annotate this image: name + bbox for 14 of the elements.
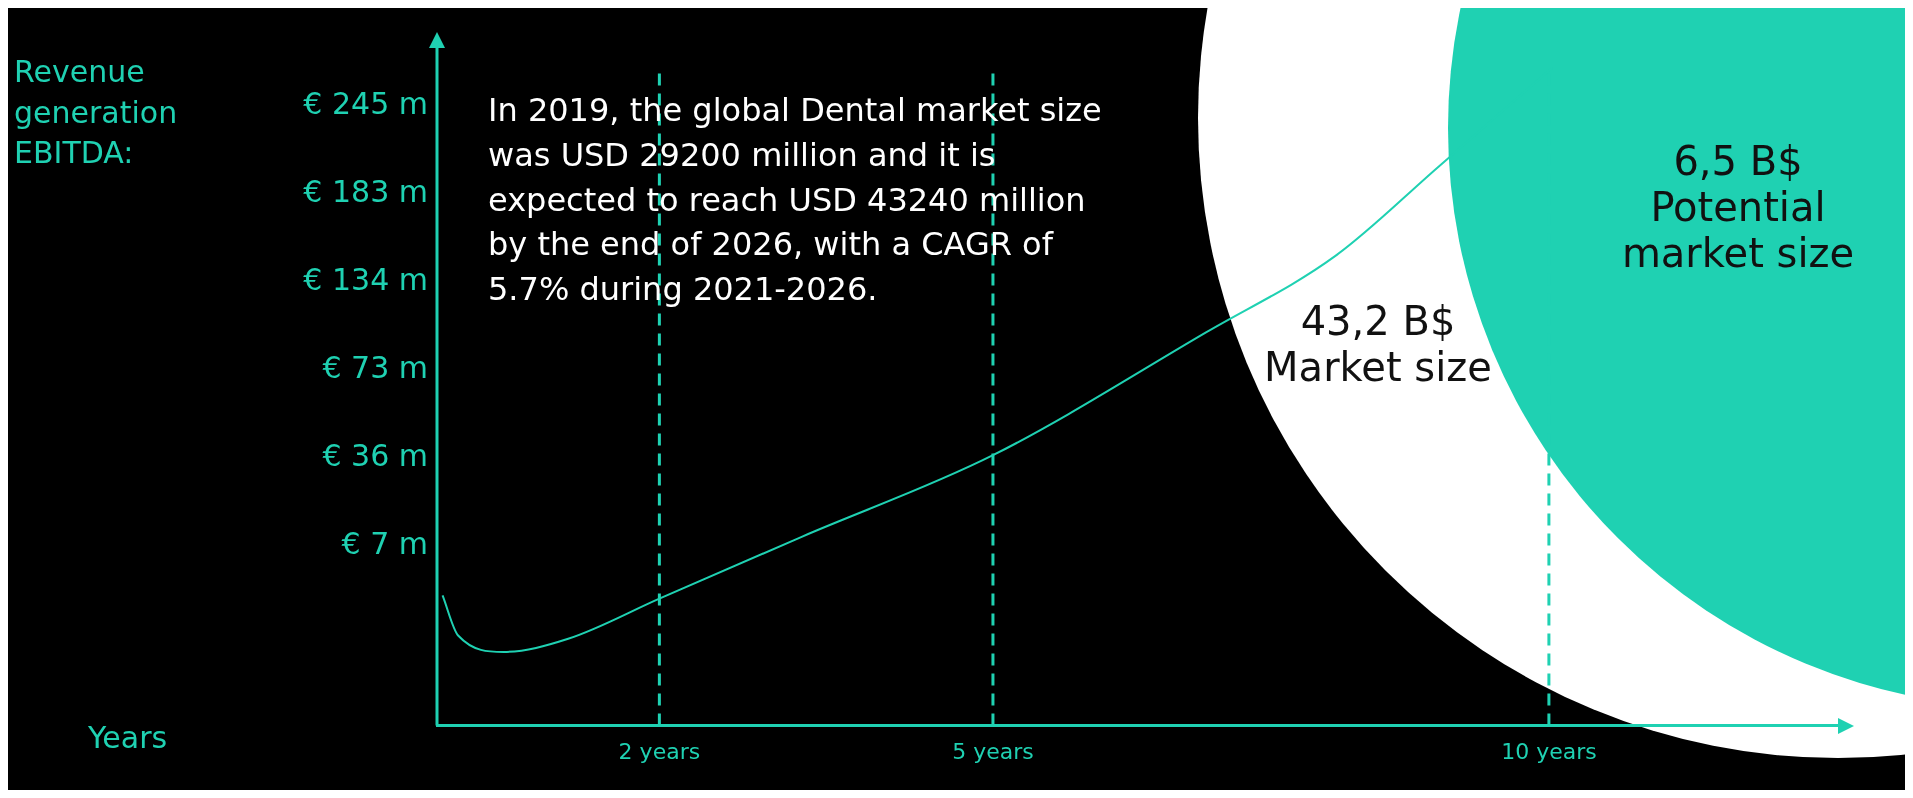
text: Revenue generation EBITDA: <box>14 53 179 172</box>
annotation: 6,5 B$ Potential market size <box>1620 138 1856 276</box>
x-tick-label: 2 years <box>618 738 701 764</box>
text: € 36 m <box>321 438 428 473</box>
text: Years <box>88 720 168 755</box>
text: € 73 m <box>321 350 428 385</box>
text: € 245 m <box>302 86 428 121</box>
text: € 7 m <box>340 526 428 561</box>
text: € 183 m <box>302 174 428 209</box>
x-tick-label: 5 years <box>952 738 1034 764</box>
annotation: 43,2 B$ Market size <box>1263 298 1493 390</box>
annotation: In 2019, the global Dental market size was USD 29200 million and it is expected to reach USD 43240 million by the end of 2026, with a CAGR of 5.7% during 2021-2026. <box>488 90 1103 311</box>
text: € 134 m <box>302 262 428 297</box>
x-tick-label: 10 years <box>1501 738 1597 764</box>
